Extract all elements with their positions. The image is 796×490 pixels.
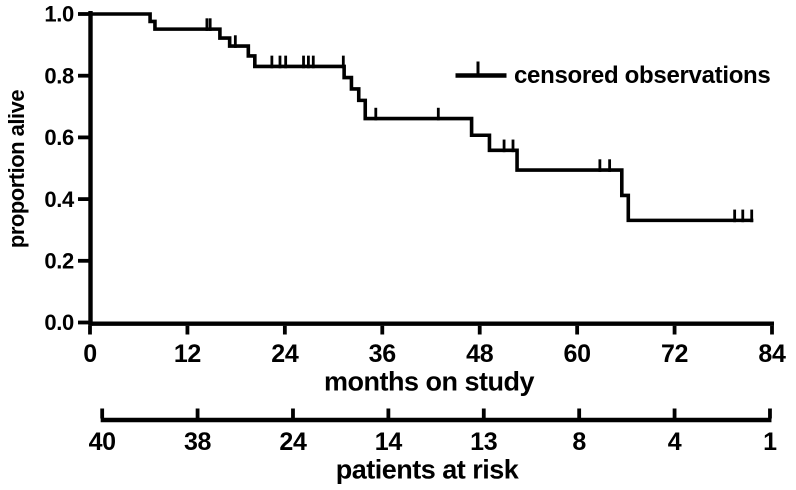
y-axis: 1.0 0.8 0.6 0.4 0.2 0.0 [44, 2, 93, 335]
x-axis-title: months on study [324, 366, 535, 397]
legend-censor-symbol [455, 61, 507, 78]
y-axis-title: proportion alive [4, 89, 29, 249]
x-axis: 0 12 24 36 48 60 72 84 [83, 321, 786, 368]
at-risk-count: 13 [470, 428, 497, 456]
x-axis-tick-label: 0 [83, 340, 97, 368]
x-axis-tick-label: 48 [466, 340, 494, 368]
x-axis-tick-label: 84 [758, 340, 786, 368]
legend-label: censored observations [514, 62, 771, 89]
y-axis-tick-label: 0.6 [44, 125, 74, 150]
km-curve [90, 12, 754, 223]
y-axis-tick-label: 0.4 [44, 187, 75, 212]
at-risk-count: 38 [184, 428, 212, 456]
at-risk-count: 40 [89, 428, 116, 456]
x-axis-tick-label: 24 [271, 340, 299, 368]
x-axis-tick-label: 12 [174, 340, 201, 368]
at-risk-count: 8 [572, 428, 586, 456]
at-risk-axis: 40 38 24 14 13 8 4 1 [89, 408, 777, 456]
at-risk-count: 14 [375, 428, 403, 456]
x-axis-tick-label: 60 [564, 340, 591, 368]
y-axis-tick-label: 0.0 [44, 310, 74, 335]
y-axis-tick-label: 0.2 [44, 249, 74, 274]
y-axis-tick-label: 1.0 [44, 2, 74, 27]
x-axis-tick-label: 72 [661, 340, 688, 368]
at-risk-label: patients at risk [335, 454, 519, 485]
at-risk-count: 24 [279, 428, 307, 456]
at-risk-count: 1 [763, 428, 777, 456]
y-axis-tick-label: 0.8 [44, 63, 74, 88]
censor-marks [205, 18, 754, 223]
at-risk-count: 4 [668, 428, 682, 456]
x-axis-tick-label: 36 [369, 340, 396, 368]
